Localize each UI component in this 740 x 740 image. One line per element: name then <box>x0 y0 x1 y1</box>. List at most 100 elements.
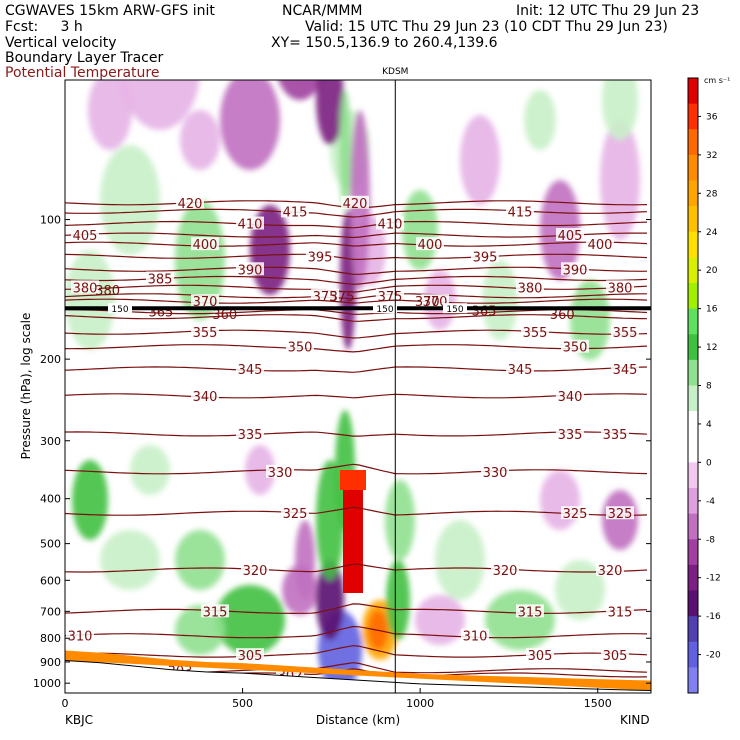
velocity-blob <box>602 80 638 140</box>
theta-label: 340 <box>193 390 218 405</box>
velocity-blob <box>600 120 640 240</box>
tropopause-label-bg <box>108 303 132 314</box>
velocity-blob <box>316 560 344 640</box>
y-tick-label: 600 <box>40 574 61 587</box>
theta-label-bg <box>471 249 499 263</box>
theta-label: 350 <box>288 341 313 356</box>
colorbar-swatch <box>688 129 698 156</box>
theta-label-bg <box>526 648 554 662</box>
org-label: NCAR/MMM <box>282 3 363 19</box>
theta-label: 380 <box>518 281 543 296</box>
theta-label: 315 <box>608 605 633 620</box>
y-tick-label: 700 <box>40 605 61 618</box>
colorbar-swatch <box>688 103 698 130</box>
theta-label: 310 <box>463 630 488 645</box>
theta-label-bg <box>66 628 94 642</box>
theta-label-bg <box>516 280 544 294</box>
colorbar-swatch <box>688 513 698 540</box>
theta-label: 330 <box>268 466 293 481</box>
velocity-blob <box>386 560 410 640</box>
theta-label-bg <box>481 464 509 478</box>
velocity-blob <box>435 520 485 600</box>
colorbar-swatch <box>688 154 698 181</box>
theta-label-bg <box>236 648 264 662</box>
colorbar-tick-label: 4 <box>706 420 712 430</box>
tropopause-label: 150 <box>446 305 463 315</box>
velocity-blob <box>88 80 132 150</box>
theta-label-extra: 360 <box>212 308 237 323</box>
theta-label-bg <box>71 228 99 242</box>
theta-label: 390 <box>238 263 263 278</box>
colorbar-tick-label: 32 <box>706 151 717 161</box>
theta-label: 335 <box>558 428 583 443</box>
colorbar-swatch <box>688 411 698 438</box>
theta-label: 355 <box>193 326 218 341</box>
velocity-blob <box>339 90 351 210</box>
theta-contour <box>65 603 648 615</box>
velocity-blob <box>385 480 415 560</box>
colorbar-tick-label: 12 <box>706 343 717 353</box>
theta-label-bg <box>191 294 219 308</box>
velocity-blob <box>524 90 556 150</box>
theta-label-bg <box>236 361 264 375</box>
y-axis-label: Pressure (hPa), log scale <box>19 313 33 460</box>
theta-label-extra: 375 <box>330 290 355 305</box>
x-tick-label: 1000 <box>406 697 434 710</box>
theta-label: 420 <box>343 197 368 212</box>
theta-label-bg <box>191 388 219 402</box>
velocity-blob <box>295 520 315 600</box>
theta-label: 375 <box>378 290 403 305</box>
theta-contour <box>65 284 648 293</box>
theta-label-bg <box>71 280 99 294</box>
theta-contour <box>65 298 648 304</box>
velocity-blob <box>180 110 220 170</box>
theta-label: 415 <box>508 205 533 220</box>
velocity-blob <box>175 605 225 655</box>
colorbar-swatch <box>688 308 698 335</box>
y-tick-label: 100 <box>40 214 61 227</box>
theta-label: 405 <box>73 229 98 244</box>
colorbar-tick-label: 16 <box>706 305 718 315</box>
theta-label-bg <box>236 426 264 440</box>
theta-label: 380 <box>608 281 633 296</box>
theta-label-extra: 360 <box>550 308 575 323</box>
theta-label-bg <box>556 426 584 440</box>
theta-label: 400 <box>193 238 218 253</box>
theta-label: 390 <box>563 263 588 278</box>
mid-station-label: KDSM <box>382 67 408 77</box>
theta-label-bg <box>201 604 229 618</box>
velocity-blob <box>602 490 638 550</box>
colorbar-swatch <box>688 564 698 591</box>
colorbar-tick-label: 36 <box>706 112 718 122</box>
theta-label-bg <box>341 195 369 209</box>
theta-contour <box>65 208 648 218</box>
theta-label: 400 <box>418 238 443 253</box>
theta-label: 305 <box>603 649 628 664</box>
theta-label: 320 <box>598 564 623 579</box>
colorbar-swatch <box>688 667 698 694</box>
theta-label-bg <box>606 506 634 520</box>
theta-label-bg <box>606 604 634 618</box>
theta-label: 345 <box>508 363 533 378</box>
colorbar-swatch <box>688 283 698 310</box>
colorbar-tick-label: -16 <box>706 612 721 622</box>
colorbar-tick-label: 28 <box>706 189 718 199</box>
terrain-group <box>65 659 651 693</box>
colorbar-swatch <box>688 385 698 412</box>
velocity-blob <box>482 260 518 340</box>
theta-label-bg <box>311 288 339 302</box>
y-tick-label: 400 <box>40 493 61 506</box>
theta-label-bg <box>461 628 489 642</box>
theta-contour <box>65 293 647 300</box>
velocity-blob <box>65 250 115 350</box>
theta-label: 415 <box>283 205 308 220</box>
colorbar-swatch <box>688 616 698 643</box>
theta-label-bg <box>416 237 444 251</box>
theta-label: 395 <box>308 250 333 265</box>
theta-label: 355 <box>613 326 638 341</box>
theta-label-bg <box>286 339 314 353</box>
theta-contour <box>65 563 648 573</box>
theta-label-bg <box>516 604 544 618</box>
updraft-top <box>340 470 366 490</box>
theta-label-bg <box>421 294 449 308</box>
